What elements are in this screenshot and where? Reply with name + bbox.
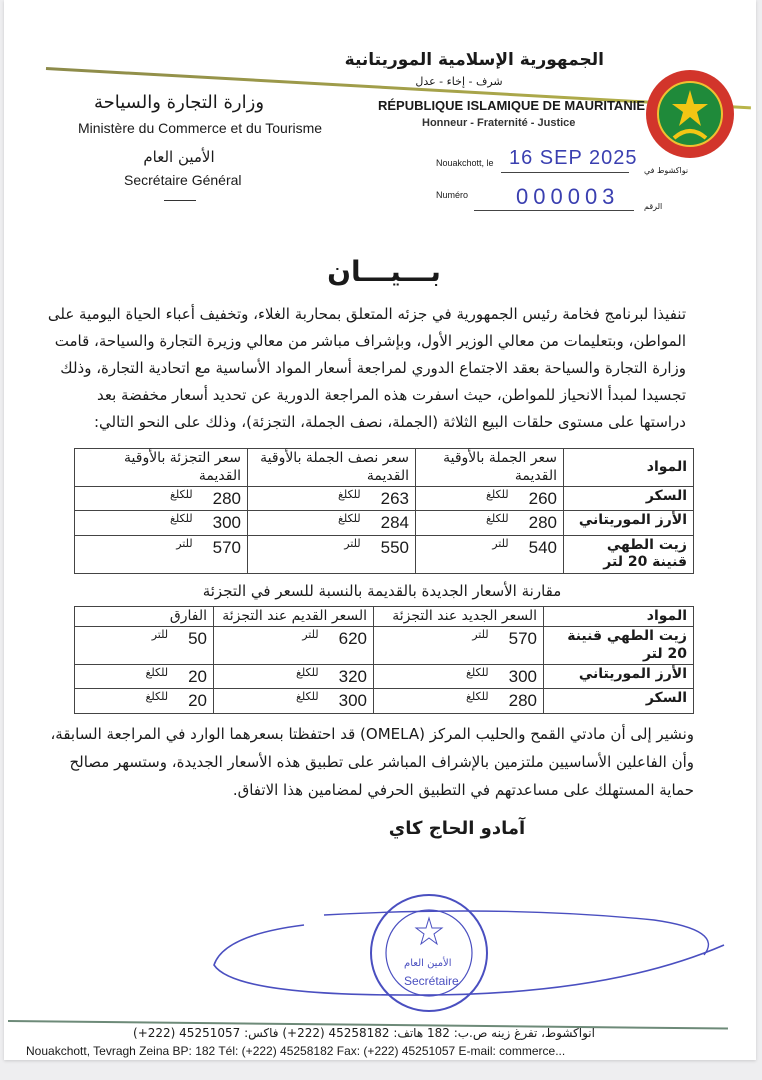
item-name: زيت الطهي قنينة 20 لتر <box>543 626 694 665</box>
unit: للكلغ <box>338 512 361 526</box>
comparison-title: مقارنة الأسعار الجديدة بالقديمة بالنسبة … <box>202 581 562 600</box>
unit: للتر <box>344 536 361 550</box>
item-name: الأرز الموريتاني <box>563 510 694 536</box>
closing-paragraph: ونشير إلى أن مادتي القمح والحليب المركز … <box>50 720 694 804</box>
republic-name-ar: الجمهورية الإسلامية الموريتانية <box>344 50 604 70</box>
old-price: 300 <box>338 691 367 711</box>
table-header-row: المواد سعر الجملة بالأوقية القديمة سعر ن… <box>74 448 694 487</box>
unit: للكلغ <box>486 488 509 501</box>
wholesale-price: 280 <box>528 513 557 533</box>
ministry-name-fr: Ministère du Commerce et du Tourisme <box>78 120 323 136</box>
unit: للكلغ <box>466 690 489 704</box>
difference: 20 <box>188 691 207 711</box>
table-row: الأرز الموريتاني 300 للكلغ 320 للكلغ 20 للك… <box>74 663 694 690</box>
number-label-ar: الرقم <box>644 202 663 211</box>
closing-line: ونشير إلى أن مادتي القمح والحليب المركز … <box>50 724 694 743</box>
wholesale-price: 260 <box>528 489 557 508</box>
content-flow: المواد سعر الجملة بالأوقية القديمة سعر ن… <box>50 448 694 839</box>
number-label-fr: Numéro <box>436 190 469 200</box>
stamp-text-fr: Secrétaire <box>404 974 459 988</box>
sg-underline <box>164 200 196 201</box>
table-row: زيت الطهي قنينة 20 لتر 570 للتر 620 للتر 5… <box>74 626 694 665</box>
footer-address-ar: انواكشوط، تفرغ زينه ص.ب: 182 هاتف: 45258… <box>133 1026 595 1040</box>
difference: 50 <box>188 629 207 648</box>
official-stamp-icon <box>370 894 488 1012</box>
national-emblem-icon <box>646 70 734 158</box>
item-name: الأرز الموريتاني <box>543 663 694 690</box>
header-half-wholesale: سعر نصف الجملة بالأوقية القديمة <box>247 448 416 487</box>
retail-price: 570 <box>212 537 241 557</box>
place-label-ar: نواكشوط في <box>644 166 689 175</box>
new-price: 280 <box>508 691 537 711</box>
ministry-name-ar: وزارة التجارة والسياحة <box>93 92 265 113</box>
unit: للكلغ <box>170 488 193 501</box>
motto-ar: شرف - إخاء - عدل <box>415 75 503 88</box>
signature-icon <box>213 910 725 996</box>
retail-price: 280 <box>212 489 241 508</box>
table-row: السكر 260 للكلغ 263 للكلغ 280 للكلغ <box>74 485 694 512</box>
number-field: 000003 <box>516 184 620 209</box>
comparison-table: المواد السعر الجديد عند التجزئة السعر ال… <box>74 605 694 714</box>
closing-line: حماية المستهلك على مساعدتهم في التطبيق ا… <box>232 780 694 799</box>
date-field: 16 SEP 2025 <box>509 147 638 169</box>
paper-sheet: الجمهورية الإسلامية الموريتانية شرف - إخ… <box>4 0 756 1060</box>
difference: 20 <box>188 667 207 686</box>
document-title: بـــيـــان <box>327 255 441 288</box>
header-wholesale: سعر الجملة بالأوقية القديمة <box>415 448 564 487</box>
closing-line: وأن الفاعلين الأساسيين ملتزمين بالإشراف … <box>69 752 694 771</box>
footer-address-fr: Nouakchott, Tevragh Zeina BP: 182 Tél: (… <box>26 1044 566 1058</box>
unit: للكلغ <box>486 512 509 526</box>
table-row: زيت الطهي قنينة 20 لتر 540 للتر 550 للتر 5… <box>74 534 694 574</box>
table-row: الأرز الموريتاني 280 للكلغ 284 للكلغ 300 لل… <box>74 510 694 536</box>
half-wholesale-price: 550 <box>380 537 409 557</box>
old-price: 620 <box>338 629 367 648</box>
intro-line: وزارة التجارة والسياحة بعقد الاجتماع الد… <box>60 359 686 377</box>
unit: للكلغ <box>338 488 361 501</box>
price-table: المواد سعر الجملة بالأوقية القديمة سعر ن… <box>74 448 694 574</box>
old-price: 320 <box>338 667 367 686</box>
unit: للكلغ <box>296 690 319 704</box>
intro-line: المواطن، وبتعليمات من معالي الوزير الأول… <box>54 332 686 350</box>
header-old-price: السعر القديم عند التجزئة <box>213 605 374 627</box>
secretary-general-fr: Secrétaire Général <box>124 172 242 188</box>
header-item: المواد <box>563 448 694 487</box>
new-price: 300 <box>508 667 537 686</box>
header-difference: الفارق <box>74 605 214 627</box>
new-price: 570 <box>508 629 537 648</box>
secretary-general-ar: الأمين العام <box>143 148 215 166</box>
unit: للكلغ <box>145 690 169 704</box>
date-line <box>501 172 629 173</box>
half-wholesale-price: 284 <box>380 513 409 533</box>
header-item: المواد <box>543 605 694 627</box>
item-name: السكر <box>543 688 694 714</box>
unit: للكلغ <box>466 666 489 679</box>
half-wholesale-price: 263 <box>380 489 409 508</box>
header-new-price: السعر الجديد عند التجزئة <box>373 605 544 627</box>
table-row: السكر 280 للكلغ 300 للكلغ 20 للكلغ <box>74 688 694 714</box>
retail-price: 300 <box>212 513 241 533</box>
wholesale-price: 540 <box>528 537 557 557</box>
unit: للتر <box>151 628 169 641</box>
republic-name-fr: RÉPUBLIQUE ISLAMIQUE DE MAURITANIE <box>378 98 645 113</box>
signatory-name: آمادو الحاج كاي <box>388 817 526 839</box>
header-retail: سعر التجزئة بالأوقية القديمة <box>74 448 248 487</box>
number-line <box>474 210 634 211</box>
unit: للكلغ <box>170 512 193 526</box>
unit: للتر <box>492 536 509 550</box>
intro-line: تجسيدا لمبدأ الانحياز للمواطن، حيث اسفرت… <box>96 386 686 404</box>
motto-fr: Honneur - Fraternité - Justice <box>422 117 576 129</box>
item-name: السكر <box>563 485 694 512</box>
unit: للكلغ <box>296 666 319 679</box>
unit: للتر <box>472 628 489 641</box>
unit: للكلغ <box>145 666 169 679</box>
table-header-row: المواد السعر الجديد عند التجزئة السعر ال… <box>74 605 694 627</box>
intro-line: دراستها على مستوى حلقات البيع الثلاثة (ا… <box>93 413 686 431</box>
unit: للتر <box>302 628 319 641</box>
stamp-text-ar: الأمين العام <box>404 958 452 969</box>
item-name: زيت الطهي قنينة 20 لتر <box>563 534 694 574</box>
unit: للتر <box>176 536 193 550</box>
place-label-fr: Nouakchott, le <box>436 158 494 168</box>
intro-line: تنفيذا لبرنامج فخامة رئيس الجمهورية في ج… <box>47 305 686 323</box>
